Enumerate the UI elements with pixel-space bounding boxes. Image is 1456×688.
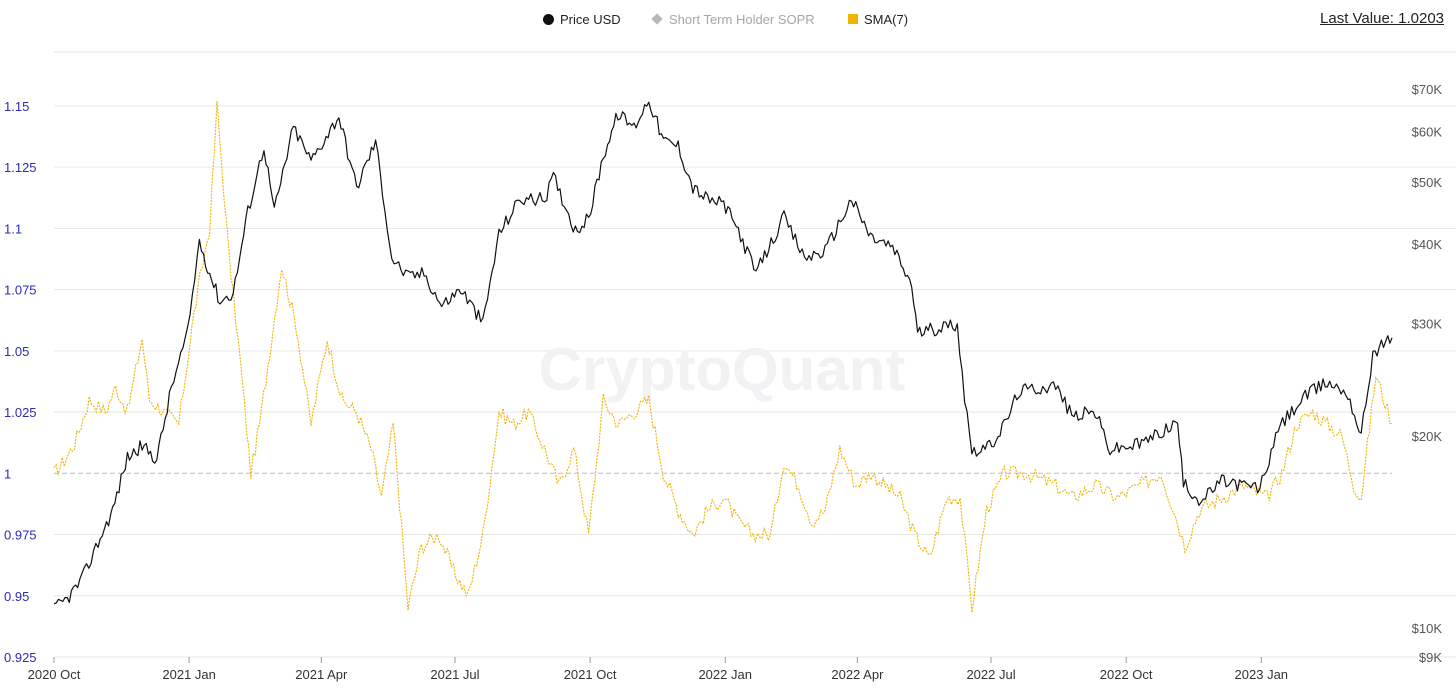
legend-item-price[interactable]: Price USD: [543, 9, 621, 29]
right-tick-label: $9K: [1419, 650, 1442, 665]
left-tick-label: 1.05: [4, 344, 29, 359]
left-axis-ticks: 0.925 0.95 0.975 1 1.025 1.05 1.075 1.1 1.125 1.1…: [4, 99, 37, 665]
right-tick-label: $50K: [1412, 175, 1443, 190]
left-tick-label: 0.925: [4, 650, 37, 665]
x-axis-ticks: 2020 Oct 2021 Jan 2021 Apr 2021 Jul 2021 Oct…: [28, 657, 1288, 682]
x-tick-label: 2022 Oct: [1100, 667, 1153, 682]
right-tick-label: $60K: [1412, 125, 1443, 140]
legend-item-sma[interactable]: SMA(7): [848, 9, 908, 29]
x-tick-label: 2023 Jan: [1235, 667, 1289, 682]
left-tick-label: 1.1: [4, 221, 22, 236]
legend-item-sopr[interactable]: Short Term Holder SOPR: [651, 9, 815, 29]
x-tick-label: 2022 Apr: [831, 667, 884, 682]
grid-lines: [54, 51, 1456, 658]
circle-marker-icon: [543, 13, 554, 25]
right-tick-label: $10K: [1412, 621, 1443, 636]
left-tick-label: 1: [4, 466, 11, 481]
right-tick-label: $20K: [1412, 429, 1443, 444]
right-tick-label: $70K: [1412, 82, 1443, 97]
right-axis-ticks: $9K $10K $20K $30K $40K $50K $60K $70K: [1412, 82, 1443, 665]
watermark-text: CryptoQuant: [539, 336, 906, 403]
last-value-readout[interactable]: Last Value: 1.0203: [1320, 10, 1444, 27]
left-tick-label: 1.025: [4, 405, 37, 420]
square-marker-icon: [848, 14, 858, 24]
x-tick-label: 2021 Oct: [564, 667, 617, 682]
price-line: [53, 101, 1393, 605]
x-tick-label: 2021 Apr: [295, 667, 348, 682]
x-tick-label: 2022 Jul: [966, 667, 1015, 682]
right-tick-label: $30K: [1412, 317, 1443, 332]
legend-label-sma: SMA(7): [864, 11, 909, 27]
left-tick-label: 1.125: [4, 160, 37, 175]
x-tick-label: 2021 Jan: [162, 667, 216, 682]
left-tick-label: 0.95: [4, 589, 29, 604]
x-tick-label: 2021 Jul: [430, 667, 479, 682]
chart-legend: Price USD Short Term Holder SOPR SMA(7): [0, 9, 1456, 29]
left-tick-label: 0.975: [4, 528, 37, 543]
legend-label-sopr: Short Term Holder SOPR: [669, 11, 815, 27]
series-price: [53, 101, 1393, 605]
left-tick-label: 1.15: [4, 99, 29, 114]
right-tick-label: $40K: [1412, 237, 1443, 252]
legend-label-price: Price USD: [560, 11, 621, 27]
x-tick-label: 2020 Oct: [28, 667, 81, 682]
x-tick-label: 2022 Jan: [698, 667, 752, 682]
left-tick-label: 1.075: [4, 283, 37, 298]
